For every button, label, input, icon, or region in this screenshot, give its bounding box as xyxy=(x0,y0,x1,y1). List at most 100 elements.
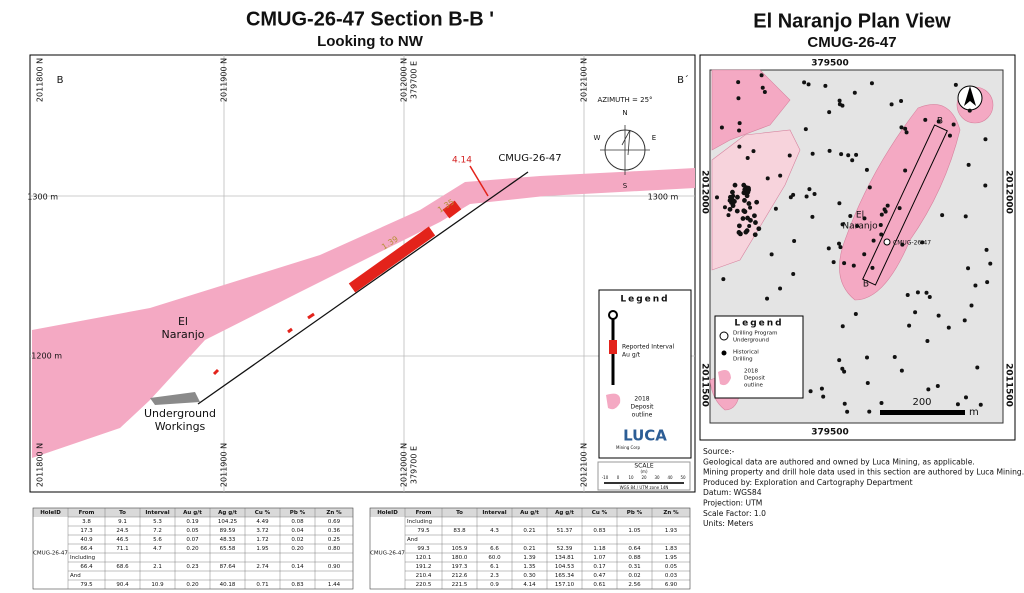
section-title: CMUG-26-47 Section B-B ' xyxy=(246,8,494,30)
legend-historical-symbol xyxy=(721,350,727,356)
table-header: Au g/t xyxy=(520,510,539,516)
legend-deposit-symbol xyxy=(718,370,731,386)
table-cell: Including xyxy=(70,555,95,561)
legend-text: Deposit xyxy=(631,404,655,411)
drill-dot xyxy=(962,318,967,323)
drill-dot xyxy=(742,198,747,203)
table-header: Zn % xyxy=(326,510,342,516)
table-header: Interval xyxy=(482,510,506,516)
table-cell: 0.61 xyxy=(593,582,605,588)
source-line: Projection: UTM xyxy=(703,499,762,508)
table-cell: 17.3 xyxy=(80,528,93,534)
table-header: Ag g/t xyxy=(218,510,237,516)
compass-arrow xyxy=(600,125,650,175)
table-cell: 51.37 xyxy=(557,528,573,534)
plan-northing: 2012000 xyxy=(1004,170,1014,214)
drill-dot xyxy=(743,229,749,235)
table-cell: 0.04 xyxy=(291,528,304,534)
drill-dot xyxy=(740,216,746,221)
table-cell: 212.6 xyxy=(452,573,468,579)
table-cell: 87.64 xyxy=(220,564,236,570)
drill-dot xyxy=(831,260,836,265)
plan-legend-text: Historical xyxy=(733,350,759,356)
drill-dot xyxy=(840,366,845,371)
drill-dot xyxy=(840,324,845,329)
table-cell: 0.69 xyxy=(328,519,341,525)
plan-deposit-label: Naranjo xyxy=(842,222,878,232)
scale-tick: 0 xyxy=(617,475,620,480)
table-cell: 0.07 xyxy=(186,537,199,543)
table-cell: 2.3 xyxy=(490,573,499,579)
table-cell: 1.95 xyxy=(665,555,678,561)
drill-dot xyxy=(940,213,945,218)
drill-dot xyxy=(870,265,875,270)
drill-dot xyxy=(837,102,842,107)
table-cell: 0.05 xyxy=(186,528,199,534)
drill-dot xyxy=(827,148,832,153)
drill-dot xyxy=(924,290,929,295)
easting-label: 379700 E xyxy=(410,61,419,99)
drill-dot xyxy=(778,173,783,178)
table-cell: 0.71 xyxy=(256,582,268,588)
legend-title: Legend xyxy=(620,295,669,305)
table-cell: 165.34 xyxy=(555,573,575,579)
compass-e: E xyxy=(652,134,656,142)
table-header: Au g/t xyxy=(183,510,202,516)
drill-dot xyxy=(751,149,756,154)
drill-dot xyxy=(855,223,860,228)
drill-dot xyxy=(851,263,856,268)
deposit-outline xyxy=(32,168,695,458)
drill-dot xyxy=(862,252,867,257)
table-cell: 134.81 xyxy=(555,555,574,561)
drill-dot xyxy=(936,313,941,318)
scale-tick: 10 xyxy=(628,475,634,480)
northing-label: 2012000 N xyxy=(400,443,409,487)
drill-dot xyxy=(838,245,843,250)
table-cell: 191.2 xyxy=(416,564,432,570)
underground-workings xyxy=(150,392,200,405)
plan-legend-text: Underground xyxy=(733,338,769,344)
drill-dot xyxy=(737,144,742,149)
northing-label: 2011900 N xyxy=(220,58,229,102)
drill-dot xyxy=(840,222,845,227)
scale-unit: (m) xyxy=(640,469,647,474)
logo-sub: Mining Corp xyxy=(616,445,640,450)
drill-dot xyxy=(864,167,869,172)
drill-dot xyxy=(729,195,735,201)
table-cell: 120.1 xyxy=(416,555,432,561)
drill-dot xyxy=(926,387,931,392)
table-cell: 1.95 xyxy=(256,546,269,552)
drill-dot xyxy=(721,277,726,282)
drill-dot xyxy=(846,153,851,158)
minor-intervals xyxy=(212,312,315,376)
table-cell: 180.0 xyxy=(452,555,468,561)
drill-dot xyxy=(803,127,808,132)
drill-dot xyxy=(899,125,904,130)
scale-tick: 40 xyxy=(667,475,673,480)
drill-dot xyxy=(951,122,956,127)
table-cell: 0.21 xyxy=(523,546,535,552)
drill-dot xyxy=(746,201,752,206)
drill-dot xyxy=(955,402,960,407)
table-cell: And xyxy=(407,537,418,543)
northing-label: 2012000 N xyxy=(400,58,409,102)
drill-dot xyxy=(736,96,741,101)
table-cell: 220.5 xyxy=(416,582,432,588)
drill-dot xyxy=(752,213,757,219)
drill-dot xyxy=(839,152,844,157)
drill-dot xyxy=(923,117,928,122)
northing-label: 2012100 N xyxy=(580,58,589,102)
drill-dot xyxy=(753,220,758,225)
drill-dot xyxy=(865,355,870,360)
drill-dot xyxy=(845,409,850,414)
drill-dot xyxy=(871,238,876,243)
plan-scale-unit: m xyxy=(969,407,979,418)
table-cell: 1.07 xyxy=(593,555,606,561)
drill-dot xyxy=(879,401,884,406)
drill-dot xyxy=(748,205,753,210)
source-line: Datum: WGS84 xyxy=(703,488,762,497)
table-cell: 6.1 xyxy=(490,564,499,570)
drill-dot xyxy=(823,83,828,88)
workings-label: Workings xyxy=(155,420,206,433)
table-cell: 1.83 xyxy=(665,546,678,552)
